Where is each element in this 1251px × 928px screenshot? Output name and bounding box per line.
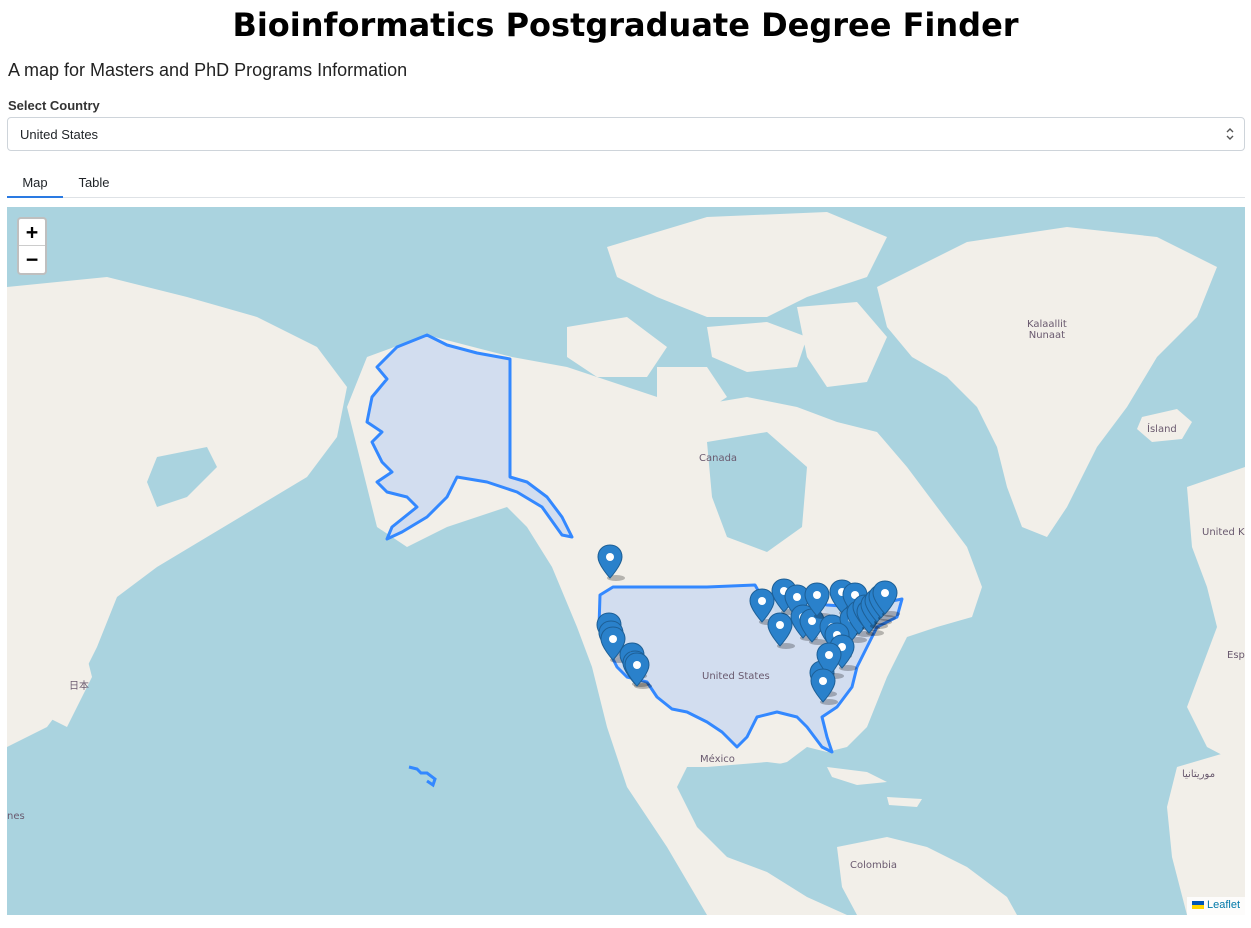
map[interactable]: Kalaallit Nunaat Ísland Canada United St…	[7, 207, 1245, 915]
label-spain: Esp	[1227, 650, 1245, 661]
label-left-edge: nes	[7, 811, 25, 822]
map-marker-icon[interactable]	[799, 608, 827, 645]
map-marker-icon[interactable]	[767, 612, 795, 649]
land-europe	[1187, 467, 1245, 767]
map-attribution: Leaflet	[1186, 897, 1245, 915]
map-marker-icon[interactable]	[810, 668, 838, 705]
land-africa	[1167, 747, 1245, 915]
page-title: Bioinformatics Postgraduate Degree Finde…	[232, 6, 1019, 44]
land-iceland	[1137, 409, 1192, 442]
tab-bar: Map Table	[7, 166, 1245, 198]
hawaii-highlight	[408, 765, 437, 788]
alaska-highlight	[365, 333, 574, 541]
zoom-in-button[interactable]: +	[19, 219, 45, 246]
water-hudson-bay	[707, 432, 807, 552]
land-asia	[7, 277, 347, 747]
zoom-out-button[interactable]: −	[25, 247, 39, 271]
label-mexico: México	[700, 754, 735, 765]
page-subtitle: A map for Masters and PhD Programs Infor…	[8, 60, 408, 80]
land-japan	[47, 617, 92, 727]
map-tiles	[7, 207, 1245, 915]
label-united-kingdom: United Ki	[1202, 527, 1245, 538]
label-greenland: Kalaallit Nunaat	[1027, 319, 1067, 341]
land-greenland	[877, 227, 1217, 537]
leaflet-link[interactable]: Leaflet	[1206, 899, 1240, 911]
marker-group	[596, 544, 900, 705]
label-japan: 日本	[69, 681, 89, 692]
label-morocco: موريتانيا	[1182, 769, 1216, 780]
tab-table[interactable]: Table	[78, 175, 110, 190]
water-gulf-of-mexico	[707, 762, 827, 817]
country-select-value: United States	[20, 127, 99, 142]
map-marker-icon[interactable]	[872, 580, 900, 617]
tab-map[interactable]: Map	[7, 166, 63, 198]
map-marker-icon[interactable]	[624, 652, 652, 689]
land-south-america	[837, 837, 1017, 915]
land-arctic-islands	[607, 212, 887, 317]
chevron-updown-icon	[1226, 128, 1234, 140]
map-marker-icon[interactable]	[597, 544, 625, 581]
label-united-states: United States	[702, 671, 770, 682]
select-country-label: Select Country	[8, 98, 100, 113]
country-select[interactable]: United States	[7, 117, 1245, 151]
ukraine-flag-icon	[1191, 901, 1204, 909]
zoom-control: + −	[17, 217, 47, 275]
label-iceland: Ísland	[1147, 424, 1177, 435]
label-colombia: Colombia	[850, 860, 897, 871]
label-canada: Canada	[699, 453, 738, 464]
